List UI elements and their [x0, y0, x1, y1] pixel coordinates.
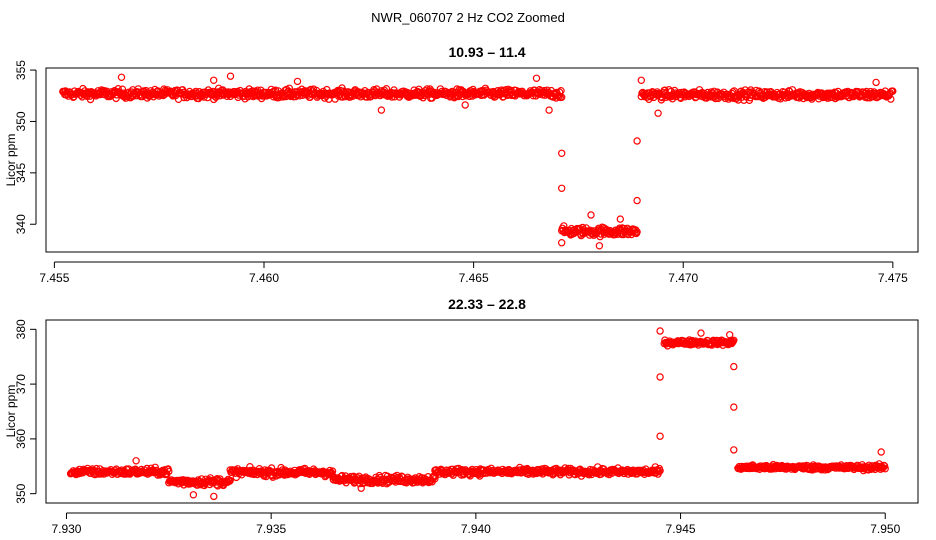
data-point [632, 226, 640, 234]
data-point [656, 327, 664, 335]
data-point [545, 106, 553, 114]
bottom-panel-title: 22.33 – 22.8 [448, 296, 526, 312]
bottom-y-tick-label: 360 [14, 429, 28, 449]
bottom-y-tick-label: 370 [14, 374, 28, 394]
data-point [587, 211, 595, 219]
data-point [637, 76, 646, 85]
data-point [377, 106, 386, 114]
bottom-panel: 22.33 – 22.8 Licor ppm 7.930 7.935 7.940 7.… [4, 296, 919, 536]
data-point [633, 196, 641, 205]
top-panel-title: 10.93 – 11.4 [448, 44, 525, 60]
bottom-panel-y-axis-label: Licor ppm [4, 385, 18, 438]
data-point [633, 137, 641, 145]
bottom-x-tick-label: 7.930 [51, 522, 81, 536]
top-x-tick-label: 7.455 [39, 271, 69, 285]
data-point [654, 109, 662, 117]
data-point [616, 215, 625, 223]
bottom-y-tick-label: 380 [14, 319, 28, 339]
data-point [210, 492, 218, 501]
data-point [189, 491, 198, 499]
bottom-x-tick-label: 7.945 [666, 522, 696, 536]
top-x-tick-label: 7.460 [249, 271, 279, 285]
data-point [132, 457, 140, 465]
data-point [328, 467, 337, 475]
data-point [357, 484, 365, 492]
data-point [697, 329, 705, 337]
data-point [656, 432, 664, 440]
top-y-tick-label: 340 [14, 214, 28, 234]
data-point [597, 230, 605, 238]
data-point [318, 90, 327, 99]
data-point [558, 149, 566, 157]
data-point [655, 468, 663, 476]
data-point [656, 467, 664, 475]
bottom-x-tick-label: 7.935 [256, 522, 286, 536]
data-point [226, 72, 235, 80]
data-point [889, 87, 897, 95]
top-x-tick-label: 7.465 [459, 271, 489, 285]
data-point [209, 76, 218, 85]
data-point [872, 78, 880, 87]
data-point [730, 403, 738, 411]
data-point [730, 336, 738, 344]
data-point [532, 74, 541, 83]
bottom-y-tick-label: 350 [14, 483, 28, 503]
data-point [558, 184, 566, 192]
top-data-points [59, 72, 897, 250]
data-point [558, 93, 566, 102]
data-point [730, 446, 738, 454]
top-panel-frame [45, 67, 919, 253]
top-panel-y-axis-label: Licor ppm [4, 134, 18, 187]
data-point [117, 73, 126, 82]
data-point [633, 228, 641, 236]
top-y-tick-label: 350 [14, 111, 28, 131]
data-point [461, 101, 469, 109]
data-point [877, 448, 885, 456]
top-x-tick-label: 7.475 [878, 271, 908, 285]
top-y-tick-label: 345 [14, 163, 28, 183]
data-point [558, 238, 566, 247]
figure-title: NWR_060707 2 Hz CO2 Zoomed [371, 10, 565, 25]
data-point [887, 95, 895, 103]
data-point [656, 373, 664, 381]
bottom-panel-frame [45, 319, 919, 504]
bottom-data-points [66, 327, 889, 501]
data-point [730, 362, 738, 371]
top-x-tick-label: 7.470 [668, 271, 698, 285]
data-point [595, 242, 604, 250]
data-point [225, 477, 234, 485]
data-point [726, 331, 734, 339]
top-panel: 10.93 – 11.4 Licor ppm 7.455 7.460 7.465 7.… [4, 44, 919, 285]
bottom-x-tick-label: 7.950 [870, 522, 900, 536]
data-point [226, 476, 234, 485]
top-y-tick-label: 355 [14, 60, 28, 80]
data-point [881, 465, 889, 473]
data-point [293, 77, 302, 86]
data-point [165, 467, 173, 476]
data-point [160, 466, 169, 474]
bottom-x-tick-label: 7.940 [461, 522, 491, 536]
